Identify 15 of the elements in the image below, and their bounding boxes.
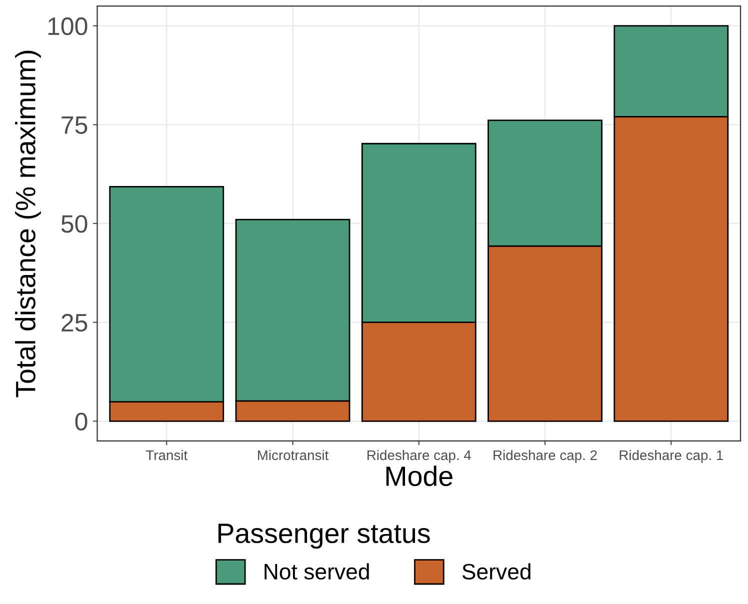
legend-title: Passenger status — [218, 524, 430, 549]
x-axis-title: Mode — [386, 466, 452, 486]
y-tick-label: 25 — [62, 314, 88, 332]
y-axis-title: Total distance (% maximum) — [15, 50, 41, 398]
y-tick-label: 100 — [48, 17, 88, 36]
x-tick-label: Transit — [146, 450, 188, 460]
legend-label: Not served — [264, 563, 369, 580]
x-tick-label: Rideshare cap. 1 — [620, 450, 723, 463]
legend-label: Served — [462, 563, 530, 580]
x-tick-label: Microtransit — [258, 450, 329, 460]
x-tick-label: Rideshare cap. 2 — [494, 450, 597, 463]
x-tick-label: Rideshare cap. 4 — [368, 450, 471, 463]
y-tick-label: 50 — [61, 215, 88, 233]
y-tick-label: 75 — [62, 116, 88, 134]
y-tick-label: 0 — [75, 412, 88, 430]
